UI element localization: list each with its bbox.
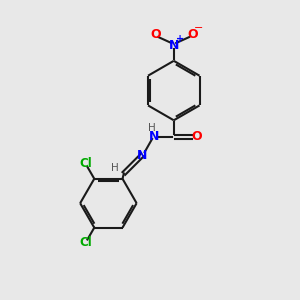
Text: N: N — [169, 39, 179, 52]
Text: H: H — [111, 163, 119, 173]
Text: N: N — [137, 148, 148, 162]
Text: Cl: Cl — [79, 236, 92, 249]
Text: Cl: Cl — [79, 157, 92, 170]
Text: +: + — [176, 34, 184, 44]
Text: N: N — [148, 130, 159, 143]
Text: O: O — [191, 130, 202, 143]
Text: O: O — [187, 28, 197, 40]
Text: −: − — [194, 23, 203, 33]
Text: H: H — [148, 123, 156, 133]
Text: O: O — [150, 28, 161, 40]
